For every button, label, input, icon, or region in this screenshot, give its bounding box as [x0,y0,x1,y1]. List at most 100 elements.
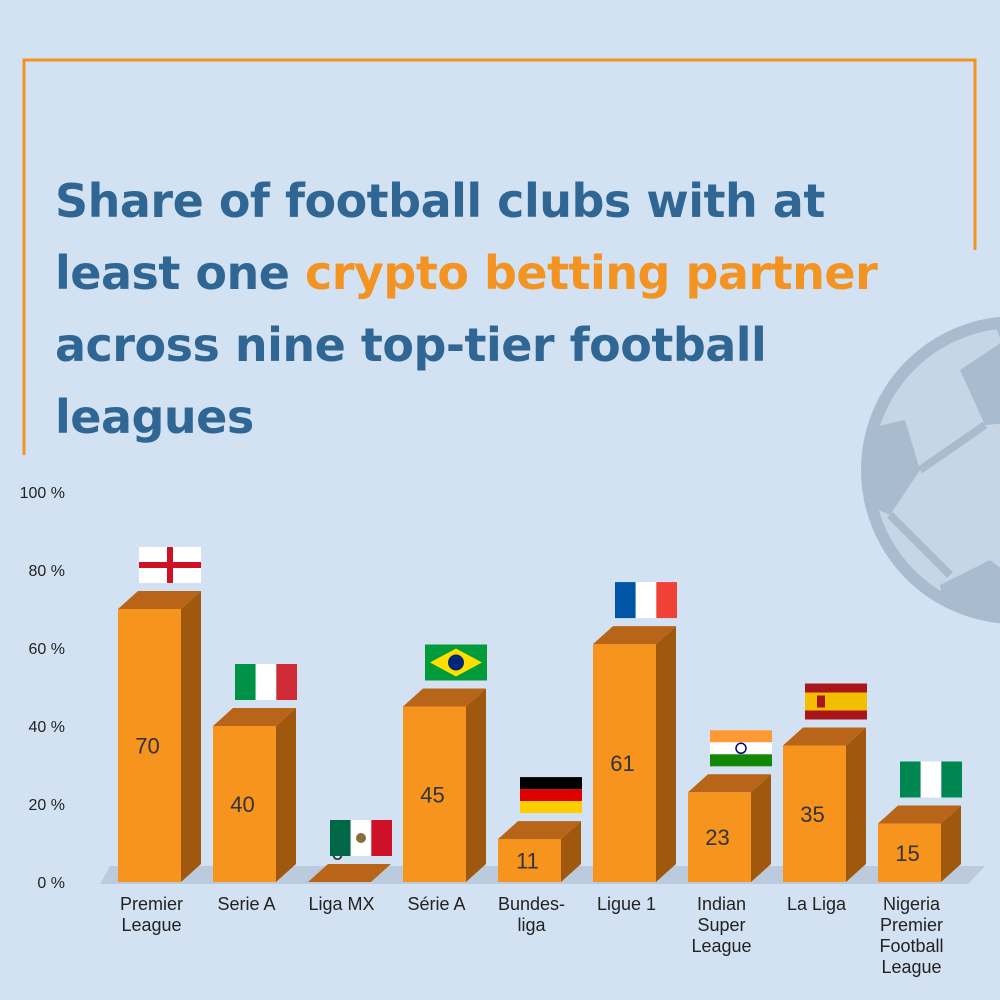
italy-flag-icon [235,664,297,700]
flag-part [710,754,772,767]
flag-part [635,582,657,619]
bar: 23 [688,774,771,882]
x-tick-label: Série A [407,894,465,914]
y-tick-label: 80 % [29,563,65,580]
bar-side [656,626,676,882]
x-tick-label: Super [697,915,745,935]
england-flag-icon [139,547,201,583]
x-tick-label: La Liga [787,894,847,914]
x-tick-label: Football [879,936,943,956]
bar-top [688,774,771,793]
bar-side [466,688,486,882]
bar-top [308,864,391,882]
bar-front [498,839,561,882]
flag-part [520,801,582,814]
bar-side [846,727,866,882]
flag-part [817,695,825,708]
bar-front [118,609,181,882]
flag-emblem [356,833,366,843]
germany-flag-icon [520,777,582,814]
y-tick-label: 100 % [20,485,65,502]
bar-top [593,626,676,645]
title-highlight: crypto betting partner [304,246,878,300]
flag-part [805,710,867,720]
bar-side [181,591,201,882]
flag-part [710,742,772,755]
flag-part [805,683,867,693]
x-tick-label: Bundes- [498,894,565,914]
flag-part [520,777,582,790]
flag-part [941,761,962,798]
x-tick-label: League [691,936,751,956]
flag-part [371,820,392,856]
y-tick-label: 40 % [29,719,65,736]
bar-front [688,792,751,882]
bar: 35 [783,727,866,882]
flag-part [735,742,747,755]
flag-part [900,761,921,798]
flag-part [656,582,677,619]
bar-top [213,708,296,726]
bar-top [403,688,486,707]
data-label: 70 [135,734,159,759]
flag-part [615,582,636,619]
bar-top [878,805,961,824]
bar-top [783,727,866,746]
bar: 11 [498,821,581,882]
flag-part [330,820,351,856]
flag-part [805,692,867,711]
x-tick-label: Nigeria [883,894,941,914]
bar-front [403,706,466,882]
nigeria-flag-icon [900,761,962,798]
bar: 70 [118,591,201,882]
france-flag-icon [615,582,677,619]
flag-part [710,730,772,743]
x-tick-label: Serie A [217,894,275,914]
flag-part [920,761,942,798]
x-tick-label: Ligue 1 [597,894,656,914]
india-flag-icon [710,730,772,767]
bar-side [561,821,581,882]
bar-front [878,823,941,882]
flag-part [235,664,256,700]
data-label: 35 [800,802,824,827]
data-label: 23 [705,825,729,850]
soccer-ball-icon [861,316,1000,624]
data-label: 61 [610,751,634,776]
bar-side [941,805,961,882]
bar-side [751,774,771,882]
flag-part [276,664,297,700]
x-tick-label: Indian [697,894,746,914]
flag-part [167,547,173,583]
spain-flag-icon [805,683,867,720]
bar-top [498,821,581,840]
mexico-flag-icon [330,820,392,856]
x-tick-label: liga [517,915,546,935]
brazil-flag-icon [425,644,487,681]
y-tick-label: 60 % [29,641,65,658]
data-label: 11 [516,849,539,874]
bar-side [276,708,296,882]
x-tick-label: Liga MX [308,894,374,914]
bar-front [593,644,656,882]
flag-part [448,654,464,671]
flag-part [520,789,582,802]
x-tick-label: Premier [880,915,943,935]
bar: 45 [403,688,486,882]
frame-border [22,58,977,455]
data-label: 15 [895,841,919,866]
bar: 40 [213,708,296,882]
x-tick-label: Premier [120,894,183,914]
bar: 61 [593,626,676,882]
y-tick-label: 20 % [29,797,65,814]
title-part-1: Share of football clubs with at least on… [55,174,825,300]
data-label: 45 [420,782,444,807]
data-label: 40 [230,792,254,817]
x-tick-label: League [881,957,941,977]
bar: 15 [878,805,961,882]
title-part-2: across nine top-tier football leagues [55,318,767,444]
flag-part [255,664,277,700]
bar-front [783,745,846,882]
